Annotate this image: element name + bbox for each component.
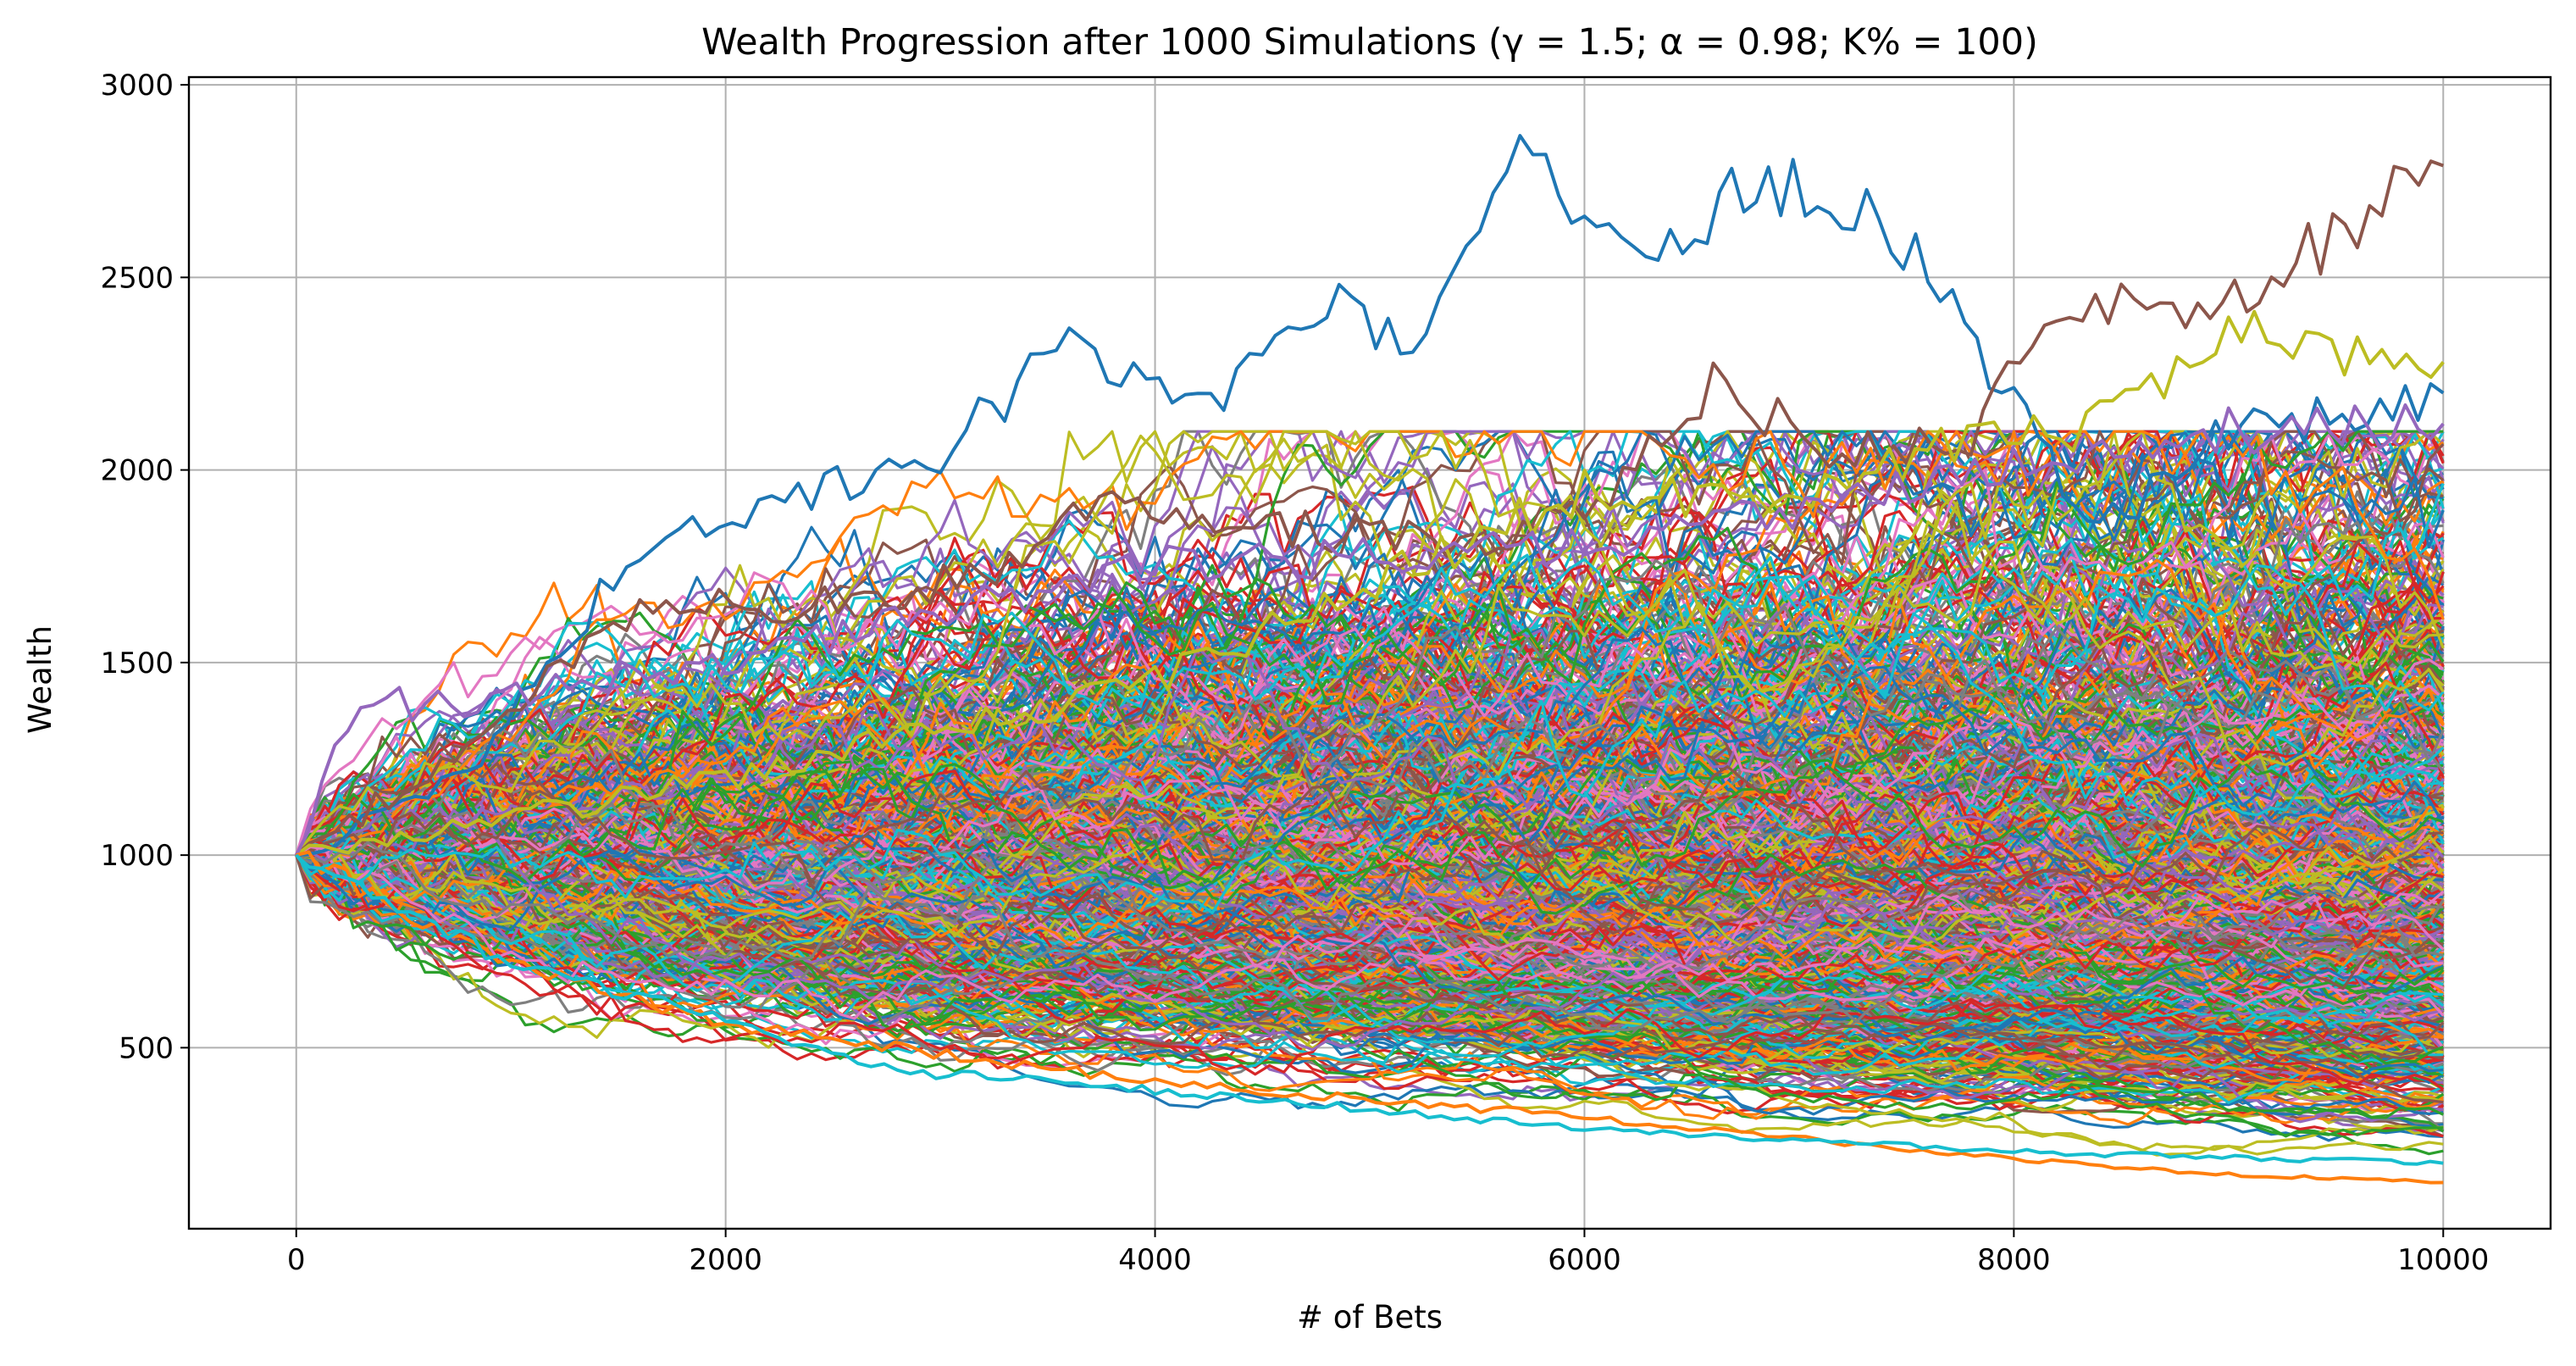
simulation-path <box>295 430 2445 857</box>
chart-title: Wealth Progression after 1000 Simulation… <box>701 21 2038 64</box>
simulation-path <box>295 702 2445 969</box>
simulation-path <box>296 815 2444 1079</box>
simulation-path <box>296 852 2445 1091</box>
y-tick-label: 3000 <box>100 69 174 103</box>
simulation-path <box>295 553 2445 857</box>
simulation-path <box>295 829 2444 1104</box>
simulation-path <box>295 578 2444 907</box>
simulation-path <box>296 677 2445 916</box>
simulation-path <box>295 802 2444 970</box>
simulation-path <box>296 540 2444 945</box>
simulation-path <box>295 797 2444 1076</box>
simulation-path <box>295 430 2445 856</box>
x-tick-label: 8000 <box>1977 1243 2051 1277</box>
y-tick-label: 2500 <box>100 261 174 295</box>
simulation-path <box>295 845 2444 1119</box>
x-axis-ticks: 0 2000 4000 6000 8000 10000 <box>287 1229 2489 1277</box>
simulation-path <box>296 804 2444 1052</box>
x-tick-label: 4000 <box>1118 1243 1192 1277</box>
simulation-path <box>296 845 2445 1076</box>
highlighted-simulation-path <box>294 403 2445 857</box>
simulation-path <box>295 854 2445 1024</box>
highlighted-simulation-path <box>295 309 2445 857</box>
x-tick-label: 10000 <box>2397 1243 2489 1277</box>
simulation-path <box>296 853 2445 1085</box>
y-tick-label: 1500 <box>100 647 174 680</box>
simulation-path <box>295 820 2445 1058</box>
simulation-path <box>295 571 2444 895</box>
simulation-path <box>295 682 2445 891</box>
simulation-path <box>295 853 2445 1052</box>
simulation-path <box>296 841 2444 1032</box>
simulation-path <box>296 655 2445 924</box>
y-axis-ticks: 500 1000 1500 2000 2500 3000 <box>100 69 189 1065</box>
y-axis-label: Wealth <box>22 625 58 734</box>
y-tick-label: 500 <box>119 1031 174 1065</box>
x-axis-label: # of Bets <box>1297 1299 1443 1335</box>
simulation-path <box>295 845 2445 1020</box>
highlighted-simulation-path <box>296 850 2444 1185</box>
simulation-path <box>295 612 2445 914</box>
x-tick-label: 6000 <box>1548 1243 1621 1277</box>
simulation-path <box>296 691 2445 937</box>
simulation-paths <box>294 134 2445 1185</box>
simulation-path <box>295 705 2444 912</box>
highlighted-simulation-path <box>295 853 2444 1166</box>
simulation-path <box>295 777 2445 982</box>
simulation-path <box>295 430 2444 856</box>
x-tick-label: 2000 <box>689 1243 762 1277</box>
plot-frame <box>187 75 2552 1230</box>
simulation-path <box>296 825 2445 978</box>
series-group <box>294 134 2445 1185</box>
y-tick-label: 2000 <box>100 454 174 488</box>
simulation-path <box>295 842 2444 1104</box>
highlighted-simulation-path <box>296 134 2445 858</box>
simulation-path <box>296 765 2444 991</box>
simulation-path <box>295 664 2445 931</box>
y-tick-label: 1000 <box>100 839 174 873</box>
simulation-path <box>295 804 2445 971</box>
simulation-path <box>295 760 2444 891</box>
simulation-path <box>295 430 2444 857</box>
simulation-path <box>296 553 2445 888</box>
x-tick-label: 0 <box>287 1243 306 1277</box>
highlighted-simulation-path <box>295 159 2444 857</box>
